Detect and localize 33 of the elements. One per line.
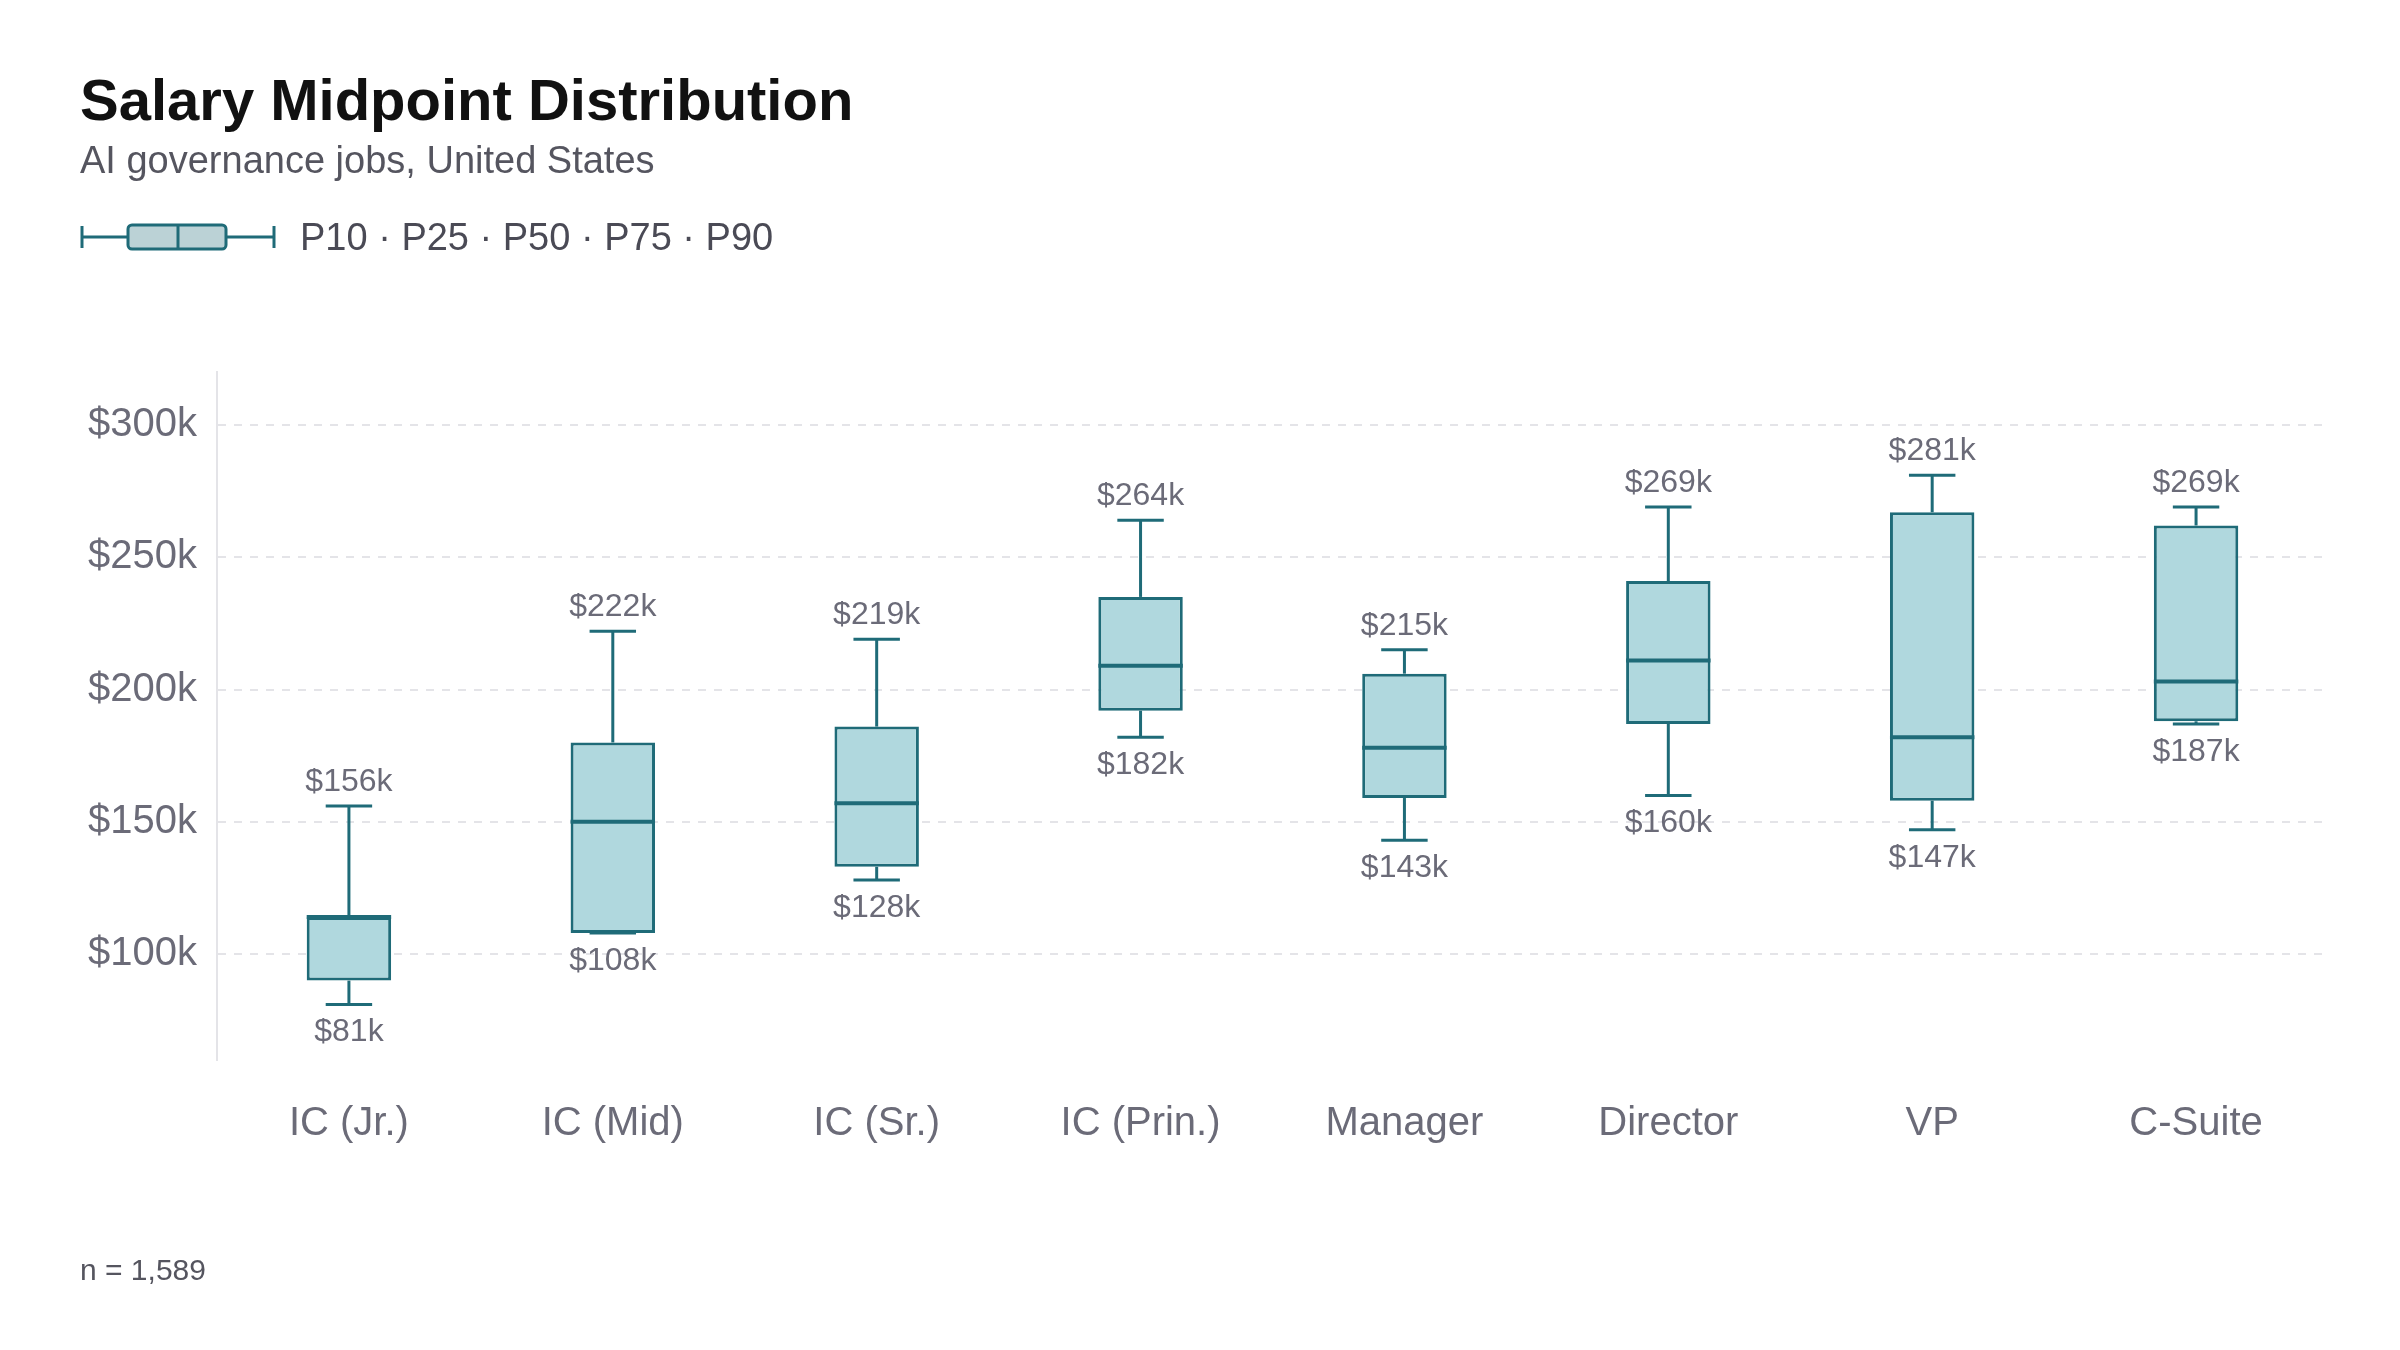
text: $108k bbox=[569, 940, 657, 977]
legend-title: P10 · P25 · P50 · P75 · P90 bbox=[300, 215, 774, 259]
text: $281k bbox=[1888, 431, 1976, 468]
text: $264k bbox=[1096, 476, 1185, 513]
text: $187k bbox=[2152, 731, 2240, 768]
x-tick-label: Manager bbox=[1325, 1099, 1484, 1144]
text: $219k bbox=[833, 595, 921, 632]
text: $269k bbox=[1624, 462, 1712, 499]
x-tick-label: Director bbox=[1598, 1099, 1739, 1144]
text: $269k bbox=[2152, 462, 2240, 499]
text: $182k bbox=[1096, 745, 1185, 781]
x-tick-label: VP bbox=[1905, 1099, 1959, 1144]
chart-title: Salary Midpoint Distribution bbox=[80, 66, 855, 133]
chart-subtitle: AI governance jobs, United States bbox=[80, 139, 656, 182]
x-tick-label: IC (Jr.) bbox=[288, 1099, 409, 1144]
y-tick-label: $100k bbox=[88, 929, 198, 974]
text: $128k bbox=[833, 887, 921, 924]
x-tick-label: IC (Prin.) bbox=[1060, 1099, 1221, 1144]
y-tick-label: $150k bbox=[88, 796, 198, 841]
text: n = 1,589 bbox=[80, 1253, 206, 1287]
x-tick-label: IC (Sr.) bbox=[813, 1099, 941, 1144]
text: $215k bbox=[1360, 605, 1449, 642]
y-tick-label: $300k bbox=[88, 399, 198, 444]
y-tick-label: $250k bbox=[88, 532, 198, 577]
x-tick-label: IC (Mid) bbox=[541, 1099, 684, 1144]
text: $143k bbox=[1360, 848, 1449, 885]
y-tick-label: $200k bbox=[88, 664, 198, 709]
text: $147k bbox=[1888, 837, 1976, 874]
text: $222k bbox=[569, 587, 657, 624]
text: $160k bbox=[1624, 803, 1712, 840]
text: $156k bbox=[305, 761, 393, 798]
x-tick-label: C-Suite bbox=[2129, 1099, 2263, 1144]
text: $81k bbox=[314, 1012, 384, 1049]
